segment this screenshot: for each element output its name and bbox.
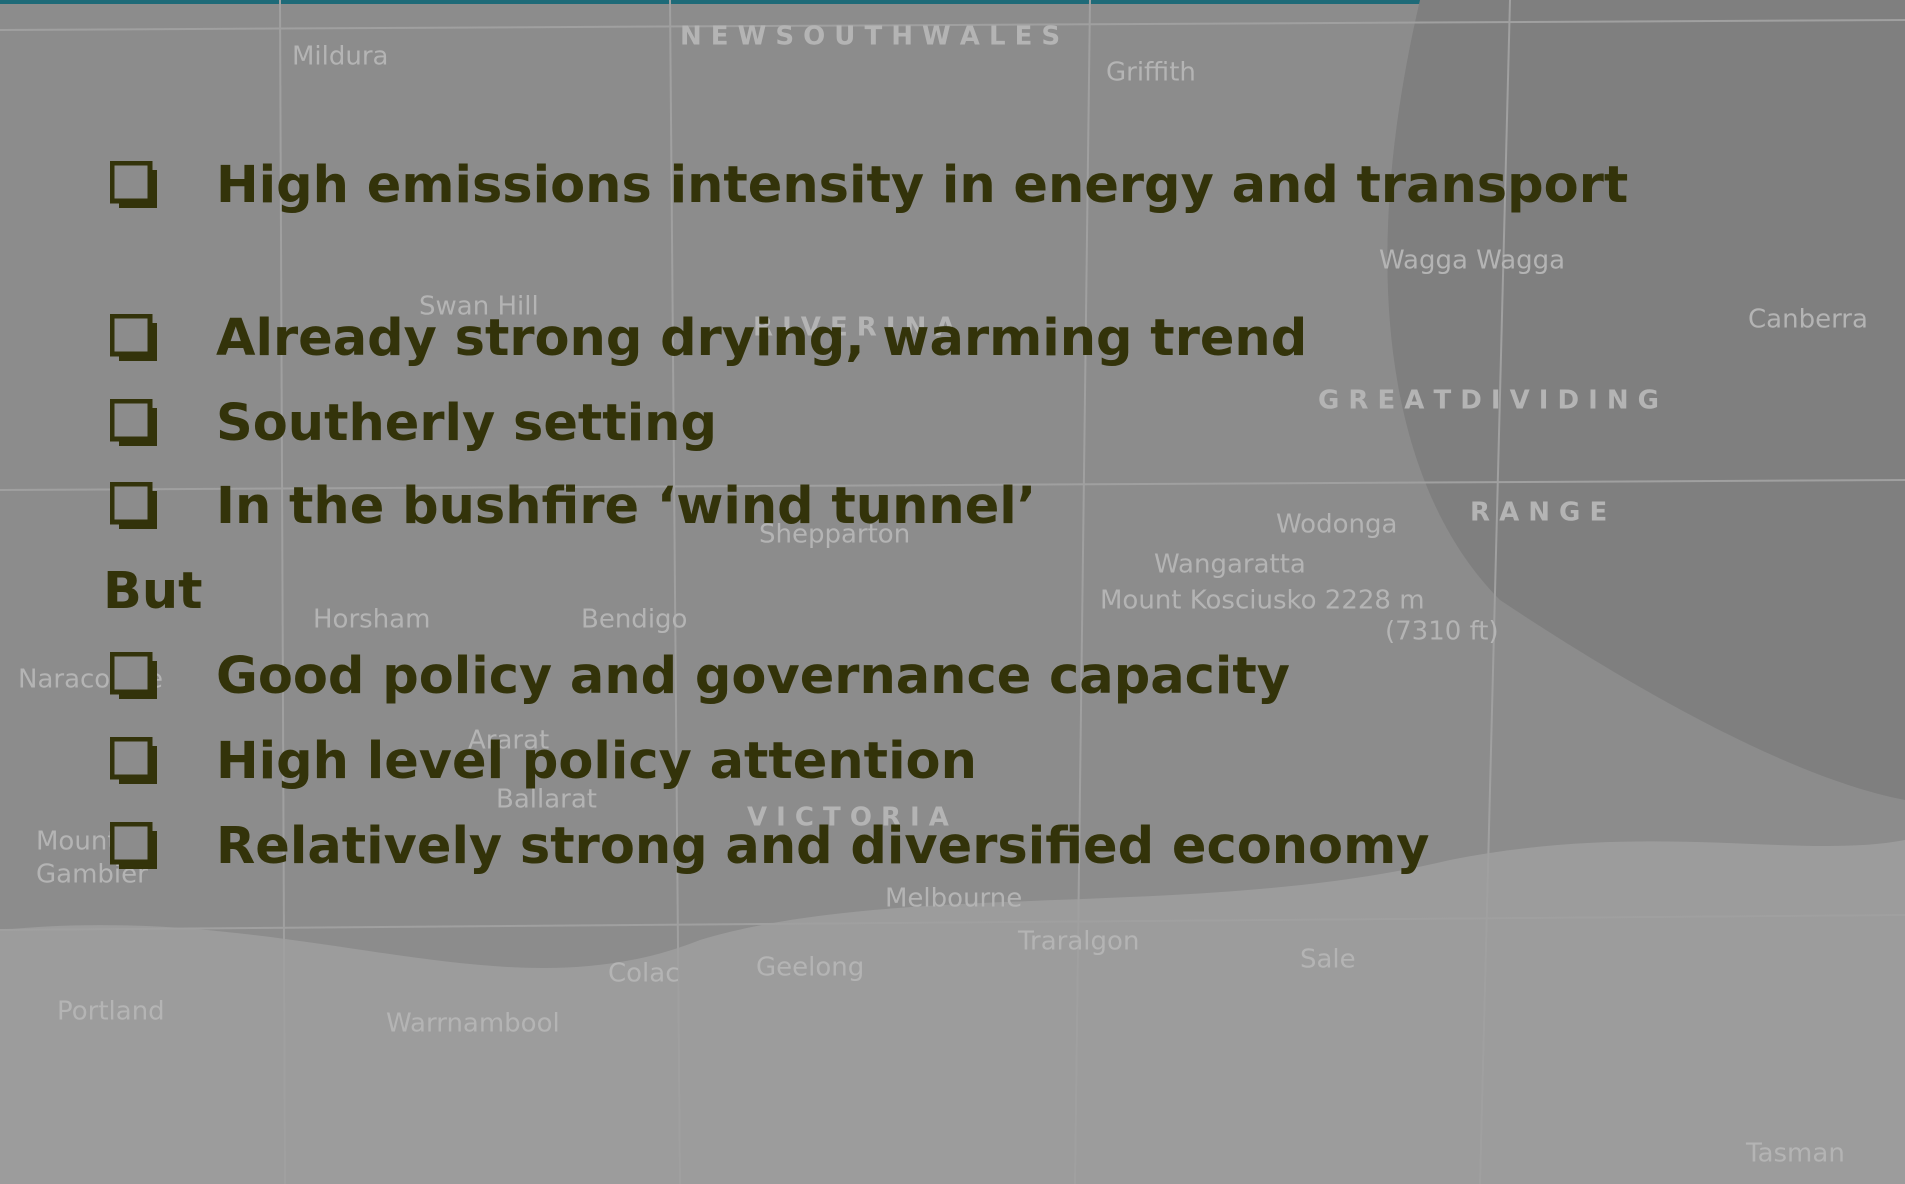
- map-label: Warrnambool: [386, 1009, 560, 1039]
- checkbox-bullet: [110, 399, 160, 449]
- map-label: Melbourne: [885, 884, 1022, 914]
- map-label: Griffith: [1106, 58, 1196, 88]
- checkbox-bullet: [110, 482, 160, 532]
- checkbox-bullet: [110, 161, 160, 211]
- bullet-text: Relatively strong and diversified econom…: [216, 814, 1636, 880]
- map-label: Canberra: [1748, 305, 1868, 335]
- checkbox-bullet: [110, 652, 160, 702]
- checkbox-bullet: [110, 737, 160, 787]
- map-label: N E W S O U T H W A L E S: [680, 22, 1060, 52]
- map-label: Portland: [57, 997, 165, 1027]
- bullet-text: Good policy and governance capacity: [216, 644, 1636, 710]
- bullet-text: Already strong drying, warming trend: [216, 306, 1636, 372]
- bullet-text: In the bushfire ‘wind tunnel’: [216, 474, 1636, 540]
- checkbox-bullet: [110, 314, 160, 364]
- map-label: Traralgon: [1017, 927, 1139, 957]
- map-label: Tasman: [1745, 1139, 1845, 1169]
- connector-text: But: [103, 559, 1523, 625]
- bullet-text: High emissions intensity in energy and t…: [216, 153, 1636, 219]
- checkbox-bullet: [110, 822, 160, 872]
- map-label: Sale: [1300, 945, 1356, 975]
- map-label: Geelong: [756, 953, 864, 983]
- map-label: Mildura: [292, 42, 388, 72]
- map-label: Mount: [36, 827, 118, 857]
- map-label: Colac: [608, 959, 680, 989]
- slide: N E W S O U T H W A L E S Mildura Griffith…: [0, 0, 1905, 1184]
- bullet-text: Southerly setting: [216, 391, 1636, 457]
- bullet-text: High level policy attention: [216, 729, 1636, 795]
- map-label: Wagga Wagga: [1379, 246, 1565, 276]
